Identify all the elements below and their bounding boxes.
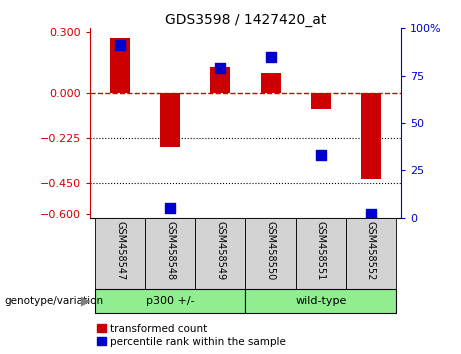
Bar <box>246 289 396 313</box>
Bar <box>95 289 246 313</box>
Bar <box>145 218 195 289</box>
Text: genotype/variation: genotype/variation <box>5 296 104 306</box>
Bar <box>160 93 180 147</box>
Bar <box>296 218 346 289</box>
Text: p300 +/-: p300 +/- <box>146 296 195 306</box>
Bar <box>346 218 396 289</box>
Text: GSM458549: GSM458549 <box>215 221 225 280</box>
Text: GSM458548: GSM458548 <box>165 221 175 280</box>
Text: GSM458552: GSM458552 <box>366 221 376 281</box>
Text: GSM458547: GSM458547 <box>115 221 125 280</box>
Bar <box>195 218 246 289</box>
Text: ▶: ▶ <box>81 295 90 307</box>
Point <box>217 65 224 71</box>
Point <box>317 152 325 158</box>
Text: GSM458550: GSM458550 <box>266 221 276 280</box>
Legend: transformed count, percentile rank within the sample: transformed count, percentile rank withi… <box>95 321 288 349</box>
Bar <box>246 218 296 289</box>
Point <box>367 211 375 217</box>
Bar <box>95 218 145 289</box>
Text: GSM458551: GSM458551 <box>316 221 326 280</box>
Point <box>166 205 174 211</box>
Bar <box>260 73 281 93</box>
Point <box>116 42 124 48</box>
Text: wild-type: wild-type <box>295 296 347 306</box>
Bar <box>311 93 331 109</box>
Title: GDS3598 / 1427420_at: GDS3598 / 1427420_at <box>165 13 326 27</box>
Bar <box>110 38 130 93</box>
Bar <box>361 93 381 179</box>
Bar <box>210 67 230 93</box>
Point <box>267 54 274 59</box>
